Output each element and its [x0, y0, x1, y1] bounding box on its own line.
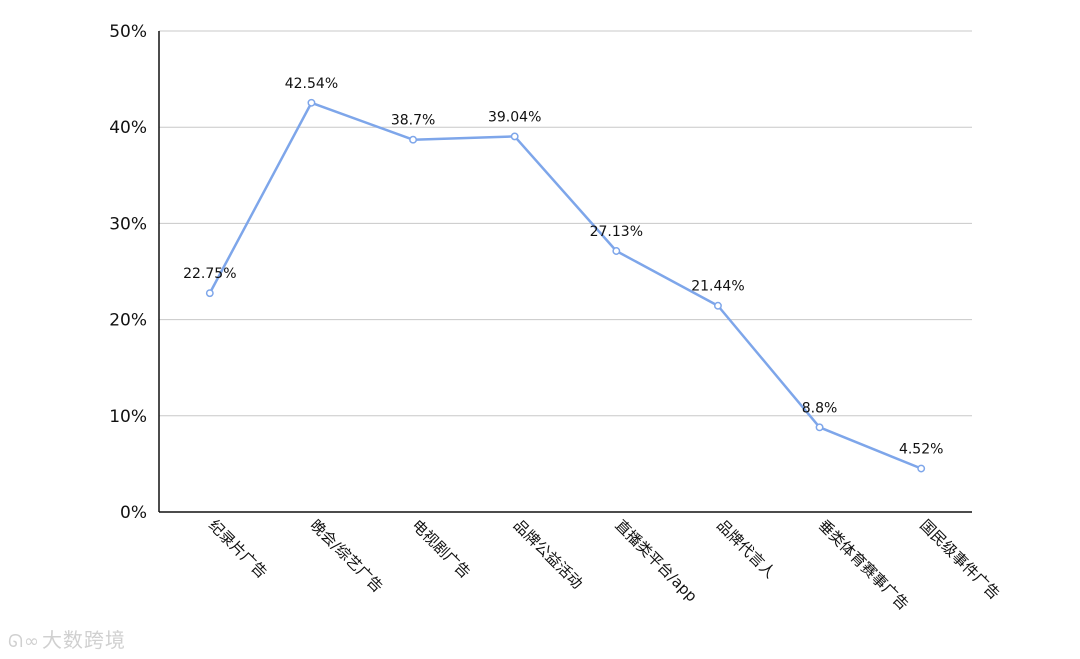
data-points — [205, 98, 926, 473]
y-tick-label: 10% — [109, 407, 147, 427]
data-label: 21.44% — [691, 279, 744, 295]
x-tick-label: 纪录片广告 — [205, 516, 271, 582]
x-tick-label: 国民级事件广告 — [916, 516, 1003, 603]
data-label: 4.52% — [899, 442, 943, 458]
data-label: 39.04% — [488, 109, 541, 125]
watermark-text: 大数跨境 — [41, 628, 126, 652]
y-tick-label: 40% — [109, 118, 147, 138]
y-tick-label: 30% — [109, 214, 147, 234]
gridlines — [159, 30, 972, 417]
watermark: ᘏ∞ 大数跨境 — [8, 624, 126, 653]
data-point — [612, 247, 621, 255]
data-labels: 22.75% 42.54% 38.7% 39.04% 27.13% 21.44% 8.8% 4… — [183, 76, 943, 458]
x-tick-label: 垂类体育赛事广告 — [815, 516, 913, 614]
x-axis-ticks: 纪录片广告 晚会/综艺广告 电视剧广告 品牌公益活动 直播类平台/app 品牌代言人 垂类体… — [205, 516, 1003, 614]
x-tick-label: 品牌公益活动 — [510, 516, 586, 592]
data-label: 8.8% — [802, 400, 838, 416]
x-tick-label: 晚会/综艺广告 — [307, 516, 387, 596]
data-label: 27.13% — [590, 224, 643, 240]
series-line — [208, 101, 922, 470]
data-label: 22.75% — [183, 266, 236, 282]
x-tick-label: 直播类平台/app — [611, 516, 700, 605]
data-point — [307, 98, 316, 107]
data-point — [815, 423, 824, 432]
x-tick-label: 电视剧广告 — [408, 516, 474, 582]
data-label: 42.54% — [285, 76, 338, 92]
y-axis-ticks: 0% 10% 20% 30% 40% 50% — [109, 22, 147, 523]
data-label: 38.7% — [391, 113, 435, 129]
y-tick-label: 0% — [120, 503, 147, 523]
y-tick-label: 20% — [109, 311, 147, 331]
data-point — [713, 301, 722, 310]
data-point — [510, 132, 519, 141]
y-tick-label: 50% — [109, 22, 147, 42]
data-point — [205, 289, 214, 298]
data-point — [409, 135, 418, 144]
loop-logo-icon: ᘏ∞ — [8, 631, 40, 652]
x-tick-label: 品牌代言人 — [713, 516, 779, 582]
data-point — [917, 464, 926, 473]
